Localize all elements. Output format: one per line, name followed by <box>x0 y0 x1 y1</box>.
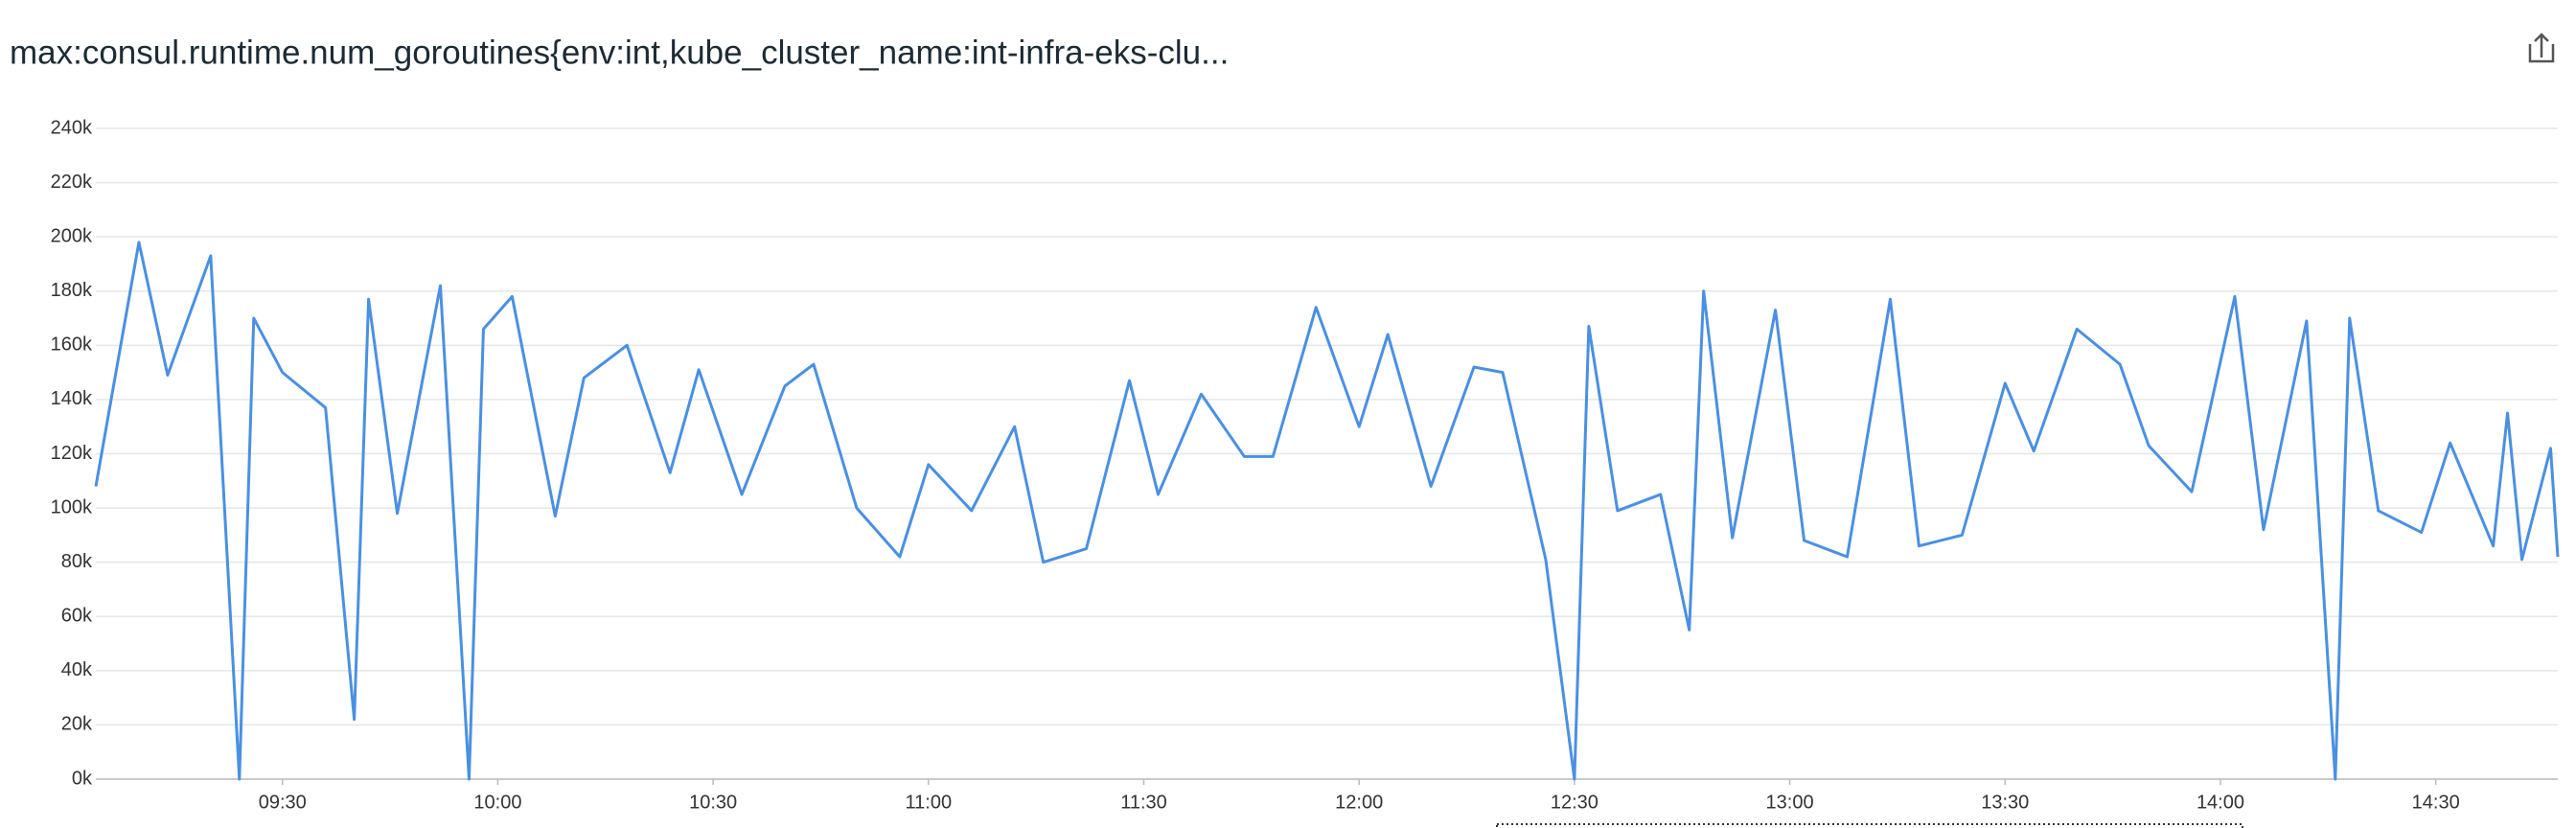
y-tick-label: 180k <box>51 280 93 301</box>
x-tick-label: 14:00 <box>2196 792 2244 813</box>
export-icon-tray <box>2528 44 2555 63</box>
x-tick-label: 10:30 <box>689 792 737 813</box>
x-tick-label: 13:00 <box>1766 792 1814 813</box>
export-icon-arrow <box>2534 33 2549 58</box>
line <box>94 241 2560 781</box>
x-tick-label: 12:30 <box>1551 792 1598 813</box>
y-tick-label: 240k <box>51 117 93 138</box>
chart-title: max:consul.runtime.num_goroutines{env:in… <box>10 34 1229 71</box>
y-tick-label: 80k <box>61 551 93 572</box>
y-tick-label: 160k <box>51 334 93 356</box>
y-tick-label: 100k <box>51 496 93 518</box>
x-tick-label: 11:00 <box>906 792 953 813</box>
y-tick-label: 40k <box>61 659 93 680</box>
x-tick-label: 12:00 <box>1335 792 1383 813</box>
x-tick-label: 10:00 <box>473 792 521 813</box>
selection-box <box>1496 823 2243 828</box>
y-tick-label: 60k <box>61 606 93 627</box>
y-tick-label: 220k <box>51 172 93 193</box>
x-tick-label: 14:30 <box>2412 792 2460 813</box>
y-tick-label: 0k <box>72 768 93 789</box>
y-tick-label: 140k <box>51 388 93 409</box>
y-tick-label: 200k <box>51 225 93 246</box>
export-icon[interactable] <box>2528 33 2555 63</box>
x-tick-label: 09:30 <box>259 792 307 813</box>
x-tick-label: 11:30 <box>1120 792 1167 813</box>
y-tick-label: 20k <box>61 714 93 735</box>
x-tick-label: 13:30 <box>1981 792 2029 813</box>
y-tick-label: 120k <box>51 443 93 464</box>
